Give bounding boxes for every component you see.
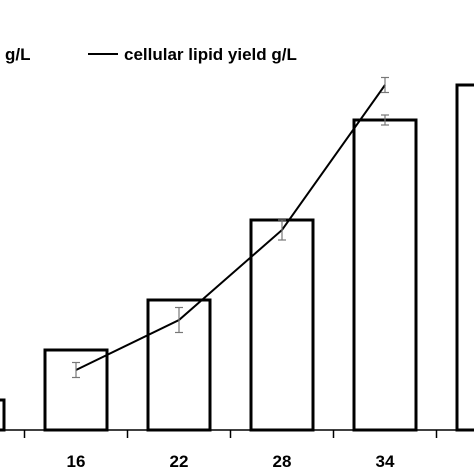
line-series — [75, 84, 386, 371]
x-tick-label-34: 34 — [376, 452, 395, 471]
bar-28 — [249, 218, 315, 432]
legend: g/L cellular lipid yield g/L — [5, 45, 297, 64]
error-bars — [72, 76, 389, 379]
bars — [0, 83, 474, 432]
bar-40 — [455, 83, 474, 432]
x-tick-labels: 16 22 28 34 — [67, 452, 395, 471]
x-tick-label-28: 28 — [273, 452, 292, 471]
x-ticks — [23, 430, 438, 438]
x-tick-label-16: 16 — [67, 452, 86, 471]
x-tick-label-22: 22 — [170, 452, 189, 471]
legend-label-line: cellular lipid yield g/L — [124, 45, 297, 64]
legend-label-bar: g/L — [5, 45, 31, 64]
line-cellular-lipid-yield — [75, 84, 386, 371]
bar-10 — [0, 398, 6, 432]
bar-34 — [352, 118, 418, 432]
